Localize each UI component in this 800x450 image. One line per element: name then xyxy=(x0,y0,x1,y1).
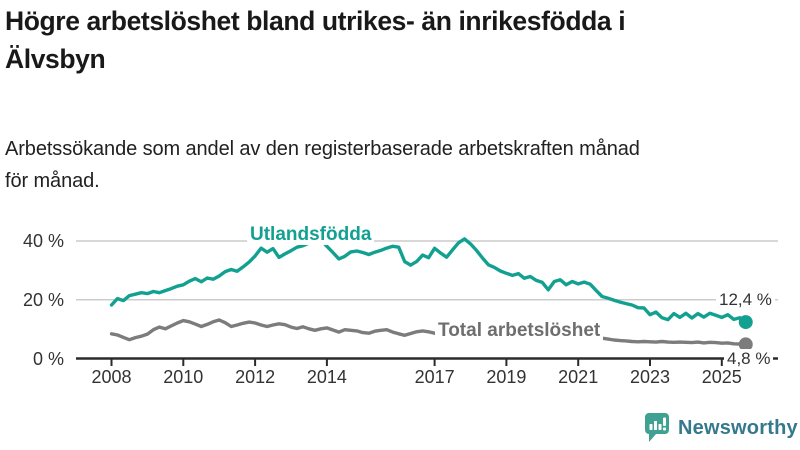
x-axis-label: 2014 xyxy=(306,367,347,387)
x-axis-label: 2019 xyxy=(486,367,527,387)
title-line-1: Högre arbetslöshet bland utrikes- än inr… xyxy=(5,6,626,36)
y-axis-label: 0 % xyxy=(32,348,64,369)
series-end-dot-utlandsfodda xyxy=(738,315,753,330)
x-axis-label: 2025 xyxy=(701,367,742,387)
chart-subtitle: Arbetssökande som andel av den registerb… xyxy=(5,133,640,197)
logo-bar-chart-glyph xyxy=(649,417,666,431)
subtitle-line-2: för månad. xyxy=(5,170,100,192)
y-axis-label: 40 % xyxy=(22,231,64,251)
x-axis-label: 2023 xyxy=(629,367,671,387)
series-label-utlandsfodda: Utlandsfödda xyxy=(247,225,375,245)
chart-title: Högre arbetslöshet bland utrikes- än inr… xyxy=(5,2,626,78)
subtitle-line-1: Arbetssökande som andel av den registerb… xyxy=(5,138,640,160)
series-line-total xyxy=(109,318,748,347)
y-axis-label: 20 % xyxy=(22,289,64,310)
x-axis-label: 2017 xyxy=(414,367,455,387)
end-value-total-arbetsloshet: 4,8 % xyxy=(724,349,774,368)
series-line-utlandsfodda xyxy=(109,237,748,324)
x-axis-label: 2008 xyxy=(91,367,132,387)
newsworthy-logo-icon xyxy=(645,413,669,442)
title-line-2: Älvsbyn xyxy=(5,44,106,74)
series-label-total-arbetsloshet: Total arbetslöshet xyxy=(435,321,604,341)
brand-footer: Newsworthy xyxy=(644,412,798,444)
x-axis-label: 2012 xyxy=(235,367,276,387)
x-axis-label: 2010 xyxy=(163,367,204,387)
brand-name: Newsworthy xyxy=(678,416,798,439)
x-axis-label: 2021 xyxy=(558,367,599,387)
series-end-dot-total xyxy=(738,337,753,352)
end-value-utlandsfodda: 12,4 % xyxy=(716,290,775,309)
